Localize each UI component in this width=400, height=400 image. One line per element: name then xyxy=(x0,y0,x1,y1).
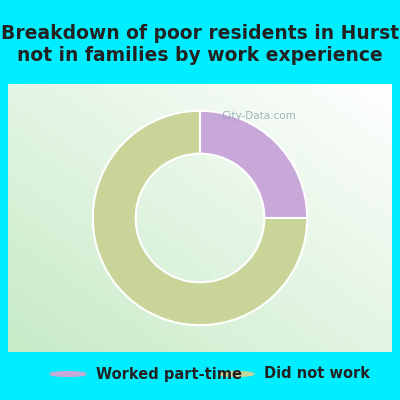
Text: Did not work: Did not work xyxy=(264,366,370,382)
Text: City-Data.com: City-Data.com xyxy=(222,111,296,121)
Wedge shape xyxy=(200,111,307,218)
Text: Worked part-time: Worked part-time xyxy=(96,366,242,382)
Circle shape xyxy=(50,372,86,376)
Circle shape xyxy=(218,372,254,376)
Text: Breakdown of poor residents in Hurst
not in families by work experience: Breakdown of poor residents in Hurst not… xyxy=(1,24,399,65)
Wedge shape xyxy=(93,111,307,325)
